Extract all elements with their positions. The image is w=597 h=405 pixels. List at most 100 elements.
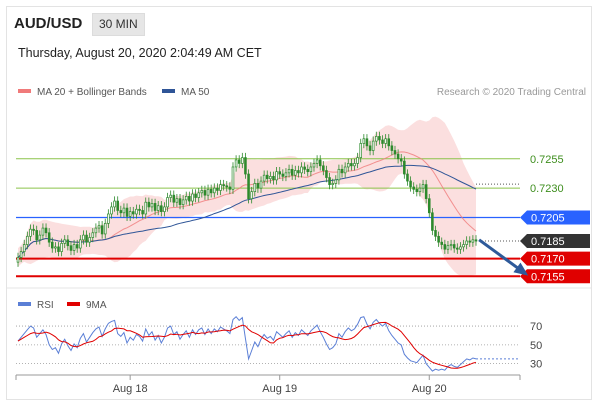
candle-body <box>156 205 160 211</box>
candle-body <box>38 234 42 241</box>
moving-averages <box>17 151 477 258</box>
candle-body <box>66 239 70 247</box>
candle-body <box>409 180 412 188</box>
candle-body <box>431 212 434 231</box>
candle-body <box>79 239 82 249</box>
x-tick-label: Aug 19 <box>262 383 297 395</box>
forecast-arrow <box>478 238 529 276</box>
candle-body <box>375 136 378 142</box>
candle-body <box>452 244 456 249</box>
candle-body <box>356 157 359 164</box>
candle-body <box>290 168 294 176</box>
candle-body <box>399 158 403 162</box>
candle-body <box>406 173 409 182</box>
candle-body <box>150 203 154 208</box>
candle-body <box>209 188 213 194</box>
candle-body <box>75 244 79 249</box>
candle-body <box>32 228 35 231</box>
candle-body <box>275 171 278 181</box>
candle-body <box>94 227 98 234</box>
candle-body <box>72 244 76 251</box>
rsi-panel: 70 50 30 <box>16 315 542 372</box>
support-label: 0.7155 <box>531 271 565 283</box>
candle-body <box>60 243 63 252</box>
candle-body <box>231 166 235 190</box>
forecast-arrow-head <box>513 262 529 276</box>
candle-body <box>16 257 20 263</box>
candle-body <box>135 208 138 215</box>
candle-body <box>328 177 331 185</box>
x-axis: Aug 18 Aug 19 Aug 20 <box>15 375 521 395</box>
candle-body <box>446 245 450 250</box>
candle-body <box>35 230 38 241</box>
candle-body <box>188 196 191 202</box>
candle-body <box>100 225 104 235</box>
current-price-label: 0.7185 <box>531 236 565 248</box>
candle-body <box>465 240 468 245</box>
candle-body <box>278 171 281 175</box>
candle-body <box>322 165 325 171</box>
candle-body <box>418 187 422 192</box>
x-tick-label: Aug 18 <box>113 383 148 395</box>
bollinger-band-area <box>18 116 476 276</box>
candle-body <box>181 199 185 205</box>
key-levels <box>16 158 520 278</box>
candle-body <box>350 163 353 167</box>
candle-body <box>206 188 210 196</box>
candle-body <box>437 235 440 243</box>
candle-body <box>387 138 391 147</box>
candle-body <box>396 153 400 160</box>
candle-body <box>184 196 188 201</box>
rsi-ma-line <box>17 321 477 369</box>
candle-body <box>82 234 85 241</box>
candle-body <box>318 159 322 167</box>
candle-body <box>26 235 29 245</box>
candle-body <box>237 159 241 164</box>
bollinger-bands <box>18 116 476 276</box>
candle-body <box>256 183 260 189</box>
candle-body <box>421 184 425 189</box>
interval-badge[interactable]: 30 MIN <box>92 13 145 36</box>
ma50-line <box>17 164 477 258</box>
candle-body <box>359 143 362 158</box>
candle-body <box>153 203 157 211</box>
candle-body <box>343 166 347 174</box>
candle-body <box>47 232 51 243</box>
candle-body <box>259 180 263 189</box>
candle-body <box>244 157 247 175</box>
research-credit: Research © 2020 Trading Central <box>437 87 586 98</box>
candle-body <box>265 174 269 180</box>
candle-body <box>284 172 288 177</box>
candle-body <box>178 198 182 205</box>
candle-body <box>459 246 462 250</box>
candle-body <box>312 163 316 168</box>
candle-body <box>456 247 459 250</box>
candle-body <box>44 227 48 234</box>
support-tag <box>520 269 590 284</box>
candle-body <box>213 187 216 194</box>
candle-body <box>29 228 32 237</box>
candle-body <box>287 168 291 174</box>
candles <box>16 131 478 267</box>
candle-body <box>390 145 394 151</box>
candle-body <box>203 190 207 196</box>
rsi-legend-label: RSI <box>37 300 54 311</box>
candle-body <box>281 173 285 177</box>
candle-body <box>166 197 169 208</box>
rsi-legend: RSI 9MA <box>18 300 107 311</box>
rsi-ma-legend-label: 9MA <box>86 300 107 311</box>
candle-body <box>306 168 310 173</box>
candle-body <box>371 140 375 151</box>
candle-body <box>315 159 319 164</box>
resistance-label: 0.7255 <box>530 154 564 166</box>
rsi-legend-swatch <box>18 302 31 306</box>
candle-body <box>141 210 144 215</box>
ma50-legend-label: MA 50 <box>181 87 210 98</box>
candle-body <box>194 193 197 198</box>
candle-body <box>424 184 428 200</box>
candle-body <box>197 192 200 198</box>
candle-body <box>368 145 372 151</box>
candle-body <box>225 185 229 188</box>
